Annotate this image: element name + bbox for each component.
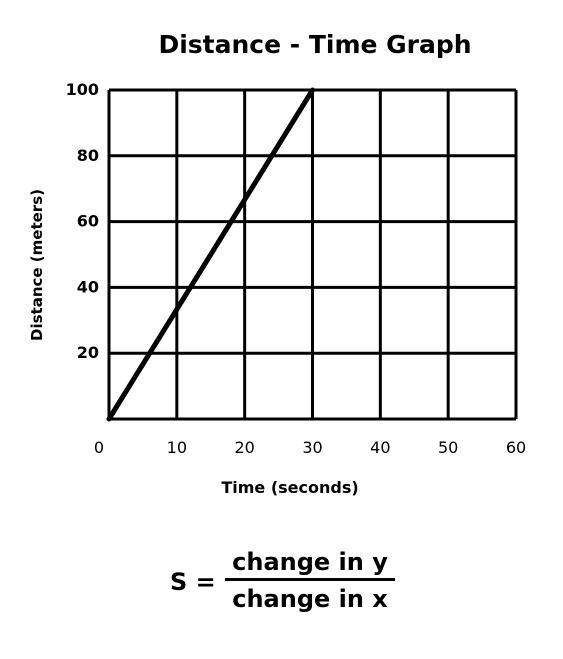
chart-series [106, 87, 315, 422]
x-tick-label: 0 [94, 438, 104, 457]
y-tick-label: 80 [77, 146, 99, 165]
series-line [106, 87, 315, 422]
speed-formula: S = change in y change in x [170, 548, 420, 628]
y-tick-label: 60 [77, 212, 99, 231]
x-tick-label: 50 [438, 438, 458, 457]
x-axis-label: Time (seconds) [221, 478, 358, 497]
formula-numerator: change in y [225, 548, 395, 581]
chart-title: Distance - Time Graph [158, 30, 472, 59]
x-tick-labels: 0 10 20 30 40 50 60 [94, 438, 526, 457]
y-axis-label: Distance (meters) [28, 189, 46, 341]
y-tick-label: 100 [66, 80, 99, 99]
x-tick-label: 30 [302, 438, 322, 457]
y-tick-label: 40 [77, 277, 99, 296]
chart-grid [107, 88, 518, 421]
x-tick-label: 40 [370, 438, 390, 457]
y-tick-labels: 20 40 60 80 100 [66, 80, 99, 362]
formula-fraction: change in y change in x [225, 548, 395, 613]
x-tick-label: 10 [167, 438, 187, 457]
y-tick-label: 20 [77, 343, 99, 362]
formula-lhs: S = [170, 568, 216, 596]
distance-time-chart: 0 10 20 30 40 50 60 20 40 60 80 100 Time (seconds)… [28, 80, 526, 497]
x-tick-label: 60 [506, 438, 526, 457]
formula-denominator: change in x [232, 585, 388, 613]
x-tick-label: 20 [234, 438, 254, 457]
